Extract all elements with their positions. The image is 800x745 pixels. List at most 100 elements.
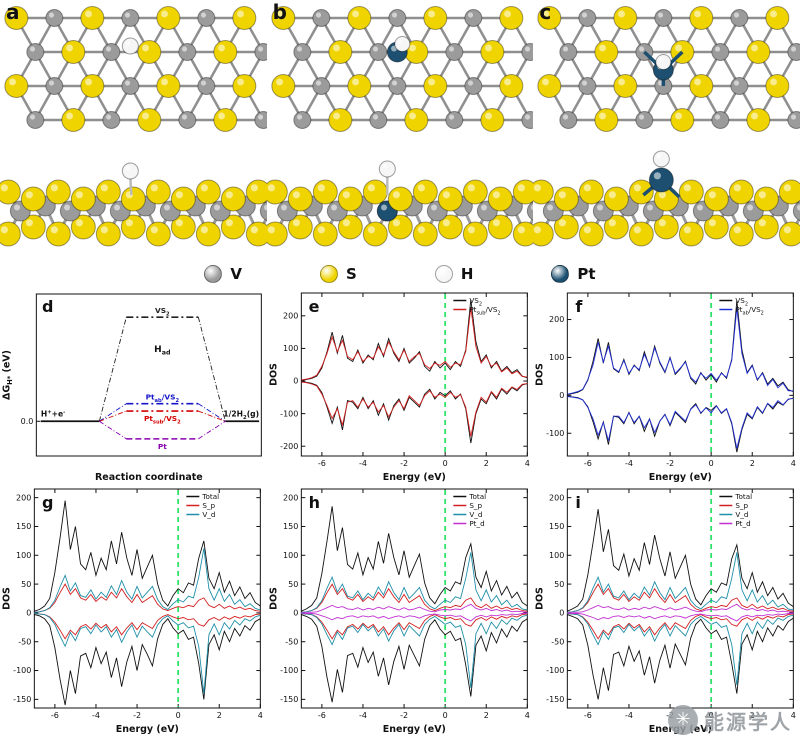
- svg-text:-4: -4: [92, 711, 100, 720]
- svg-text:-100: -100: [280, 409, 298, 418]
- free-energy-diagram: 0.0 H++e- 1/2H2(g) VS2 Ptab/VS2 Ptsub/VS2 Pt Ha…: [1, 293, 262, 483]
- svg-text:Energy (eV): Energy (eV): [649, 472, 712, 483]
- structure-side-view-c: [533, 150, 800, 247]
- h-atom-icon: [434, 265, 453, 283]
- chart-panel-g: -150 -100 -50 0 50 100 150 200 -6 -4 -2 0 2 4 Total S_p…: [0, 484, 267, 736]
- svg-text:-200: -200: [280, 442, 298, 451]
- svg-text:Total: Total: [735, 492, 753, 501]
- structure-top-view-a: [4, 6, 267, 132]
- svg-text:2: 2: [750, 459, 755, 468]
- svg-text:Reaction coordinate: Reaction coordinate: [95, 472, 203, 483]
- panel-label-c: c: [539, 0, 552, 24]
- svg-text:Pt_d: Pt_d: [469, 519, 484, 528]
- svg-text:50: 50: [554, 580, 564, 589]
- svg-text:200: 200: [549, 315, 564, 324]
- svg-text:H++e-: H++e-: [41, 409, 66, 418]
- svg-text:0: 0: [176, 711, 181, 720]
- svg-text:-50: -50: [285, 637, 298, 646]
- svg-text:Had: Had: [154, 345, 170, 357]
- structure-top-view-c: [537, 6, 800, 132]
- svg-text:Total: Total: [201, 492, 219, 501]
- structure-panel-b: b: [266, 0, 534, 258]
- svg-text:Pt_d: Pt_d: [736, 519, 751, 528]
- atom-legend: V S H Pt: [0, 258, 800, 288]
- svg-text:100: 100: [549, 353, 564, 362]
- chart-panel-h: -150 -100 -50 0 50 100 150 200 -6 -4 -2 0 2 4 Total S_p…: [267, 484, 534, 736]
- svg-text:-150: -150: [547, 695, 565, 704]
- svg-text:-2: -2: [400, 711, 408, 720]
- legend-item-h: H: [434, 265, 474, 283]
- svg-text:Energy (eV): Energy (eV): [116, 724, 179, 735]
- watermark-logo-icon: ✳: [668, 705, 698, 735]
- svg-text:0: 0: [442, 459, 447, 468]
- svg-text:S_p: S_p: [202, 501, 215, 510]
- svg-text:0: 0: [709, 459, 714, 468]
- svg-text:50: 50: [288, 580, 298, 589]
- chart-row-1: 0.0 H++e- 1/2H2(g) VS2 Ptab/VS2 Ptsub/VS2 Pt Ha…: [0, 288, 800, 484]
- structure-side-view-b: [266, 160, 534, 247]
- svg-text:Total: Total: [468, 492, 486, 501]
- pdos-chart-ptab: -150-100-50050100150200-6-4-2024TotalS_p…: [535, 488, 796, 735]
- svg-text:200: 200: [16, 493, 31, 502]
- svg-text:150: 150: [16, 522, 31, 531]
- svg-text:Energy (eV): Energy (eV): [382, 472, 445, 483]
- svg-text:Pt: Pt: [158, 442, 167, 451]
- svg-text:0: 0: [709, 711, 714, 720]
- svg-text:4: 4: [791, 711, 796, 720]
- svg-text:0: 0: [560, 391, 565, 400]
- svg-text:-100: -100: [547, 429, 565, 438]
- panel-label-g: g: [42, 493, 54, 512]
- svg-text:-150: -150: [280, 695, 298, 704]
- svg-text:2: 2: [483, 711, 488, 720]
- svg-text:Ptab/VS2: Ptab/VS2: [146, 393, 180, 405]
- svg-text:Energy (eV): Energy (eV): [382, 724, 445, 735]
- svg-text:DOS: DOS: [535, 587, 546, 610]
- watermark: ✳ 能源学人: [668, 705, 792, 735]
- svg-text:-100: -100: [547, 666, 565, 675]
- svg-text:-6: -6: [584, 711, 592, 720]
- chart-panel-f: -100 0 100 200 -6 -4 -2 0 2 4 VS2 Ptab/VS2 Energy (e…: [533, 288, 800, 484]
- svg-text:V_d: V_d: [202, 510, 215, 519]
- pdos-chart-ptsub: -150 -100 -50 0 50 100 150 200 -6 -4 -2 0 2 4 TotalS_p…: [268, 488, 530, 735]
- svg-text:100: 100: [16, 551, 31, 560]
- svg-text:0: 0: [442, 711, 447, 720]
- svg-text:V_d: V_d: [736, 510, 749, 519]
- svg-text:ΔGH* (eV): ΔGH* (eV): [1, 350, 14, 400]
- svg-text:4: 4: [524, 711, 529, 720]
- svg-text:200: 200: [283, 493, 298, 502]
- svg-text:1/2H2(g): 1/2H2(g): [223, 409, 259, 421]
- svg-text:2: 2: [483, 459, 488, 468]
- svg-text:150: 150: [549, 522, 564, 531]
- legend-label-h: H: [460, 265, 474, 283]
- panel-label-h: h: [308, 493, 321, 512]
- legend-item-s: S: [320, 265, 357, 283]
- svg-text:-6: -6: [51, 711, 59, 720]
- svg-text:-6: -6: [318, 711, 326, 720]
- svg-text:-6: -6: [584, 459, 592, 468]
- v-atom-icon: [204, 265, 223, 283]
- svg-text:0: 0: [560, 609, 565, 618]
- svg-text:100: 100: [283, 344, 298, 353]
- svg-text:4: 4: [791, 459, 796, 468]
- svg-text:S_p: S_p: [469, 501, 482, 510]
- legend-item-v: V: [204, 265, 242, 283]
- legend-label-s: S: [346, 265, 357, 283]
- pt-atom-icon: [551, 265, 570, 283]
- panel-label-a: a: [6, 0, 20, 24]
- svg-text:4: 4: [258, 711, 263, 720]
- svg-text:Ptsub/VS2: Ptsub/VS2: [469, 305, 500, 317]
- svg-text:-50: -50: [552, 637, 565, 646]
- structure-row: a b c: [0, 0, 800, 258]
- svg-text:-100: -100: [13, 666, 31, 675]
- svg-text:-4: -4: [625, 459, 633, 468]
- chart-panel-i: -150-100-50050100150200-6-4-2024TotalS_p…: [533, 484, 800, 736]
- legend-label-pt: Pt: [577, 265, 596, 283]
- chart-panel-d: 0.0 H++e- 1/2H2(g) VS2 Ptab/VS2 Ptsub/VS2 Pt Ha…: [0, 288, 267, 484]
- s-atom-icon: [320, 265, 339, 283]
- structure-top-view-b: [271, 6, 534, 132]
- chart-row-2: -150 -100 -50 0 50 100 150 200 -6 -4 -2 0 2 4 Total S_p…: [0, 484, 800, 736]
- svg-text:0: 0: [293, 377, 298, 386]
- watermark-text: 能源学人: [704, 709, 792, 734]
